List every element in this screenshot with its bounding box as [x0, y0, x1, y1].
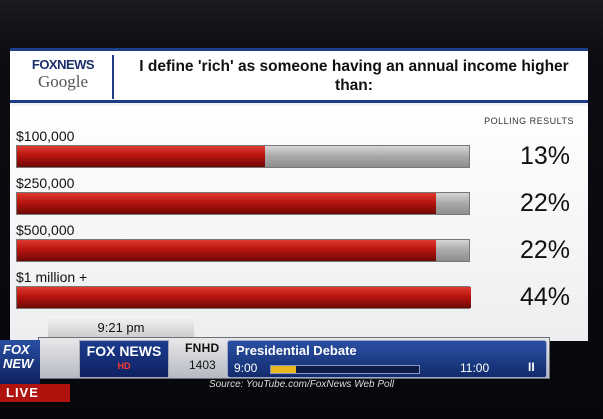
- fox-news-side-logo: FOX NEW: [0, 340, 40, 384]
- poll-graphic: FOXNEWS Google I define 'rich' as someon…: [10, 48, 588, 341]
- program-end-time: 11:00: [460, 361, 490, 375]
- value-label: 13%: [519, 142, 570, 170]
- poll-question: I define 'rich' as someone having an ann…: [139, 58, 569, 94]
- bar: [17, 193, 436, 214]
- poll-header: FOXNEWS Google I define 'rich' as someon…: [10, 51, 588, 103]
- category-label: $250,000: [16, 175, 75, 191]
- chart-panel: POLLING RESULTS $100,000 13% $250,000 22% $5…: [10, 106, 588, 341]
- bar-track: [16, 286, 471, 309]
- hd-badge: HD: [117, 361, 131, 371]
- value-label: 22%: [519, 236, 570, 264]
- bar-track: [16, 239, 470, 262]
- live-badge: LIVE: [0, 384, 70, 402]
- program-progress-bar: [270, 365, 420, 374]
- program-progress-fill: [271, 366, 297, 373]
- category-label: $500,000: [16, 222, 75, 238]
- program-info: Presidential Debate 9:00 11:00 II: [227, 340, 547, 378]
- bar: [17, 146, 265, 167]
- value-label: 22%: [519, 189, 570, 217]
- bar: [17, 287, 471, 308]
- poll-source: Source: YouTube.com/FoxNews Web Poll: [208, 379, 395, 390]
- program-title: Presidential Debate: [236, 343, 357, 358]
- fox-google-logo: FOXNEWS Google: [14, 55, 114, 99]
- program-start-time: 9:00: [234, 361, 258, 375]
- value-label: 44%: [519, 283, 570, 311]
- network-code: FNHD: [185, 341, 220, 355]
- fox-news-hd-logo-text: FOX NEWS: [86, 343, 162, 359]
- bar: [17, 240, 436, 261]
- bar-track: [16, 192, 470, 215]
- category-label: $100,000: [16, 128, 75, 144]
- bar-track: [16, 145, 470, 168]
- polling-results-label: POLLING RESULTS: [484, 116, 574, 126]
- channel-number: 1403: [189, 358, 216, 372]
- channel-ticker: FOX NEWS HD FNHD 1403 Presidential Debat…: [38, 337, 550, 379]
- google-logo-text: Google: [37, 72, 89, 91]
- category-label: $1 million +: [16, 269, 88, 285]
- fox-news-hd-logo: FOX NEWS HD: [79, 340, 169, 378]
- pause-icon: II: [528, 360, 535, 374]
- fox-news-logo-text: FOXNEWS: [31, 57, 95, 72]
- clock-time: 9:21 pm: [48, 316, 194, 339]
